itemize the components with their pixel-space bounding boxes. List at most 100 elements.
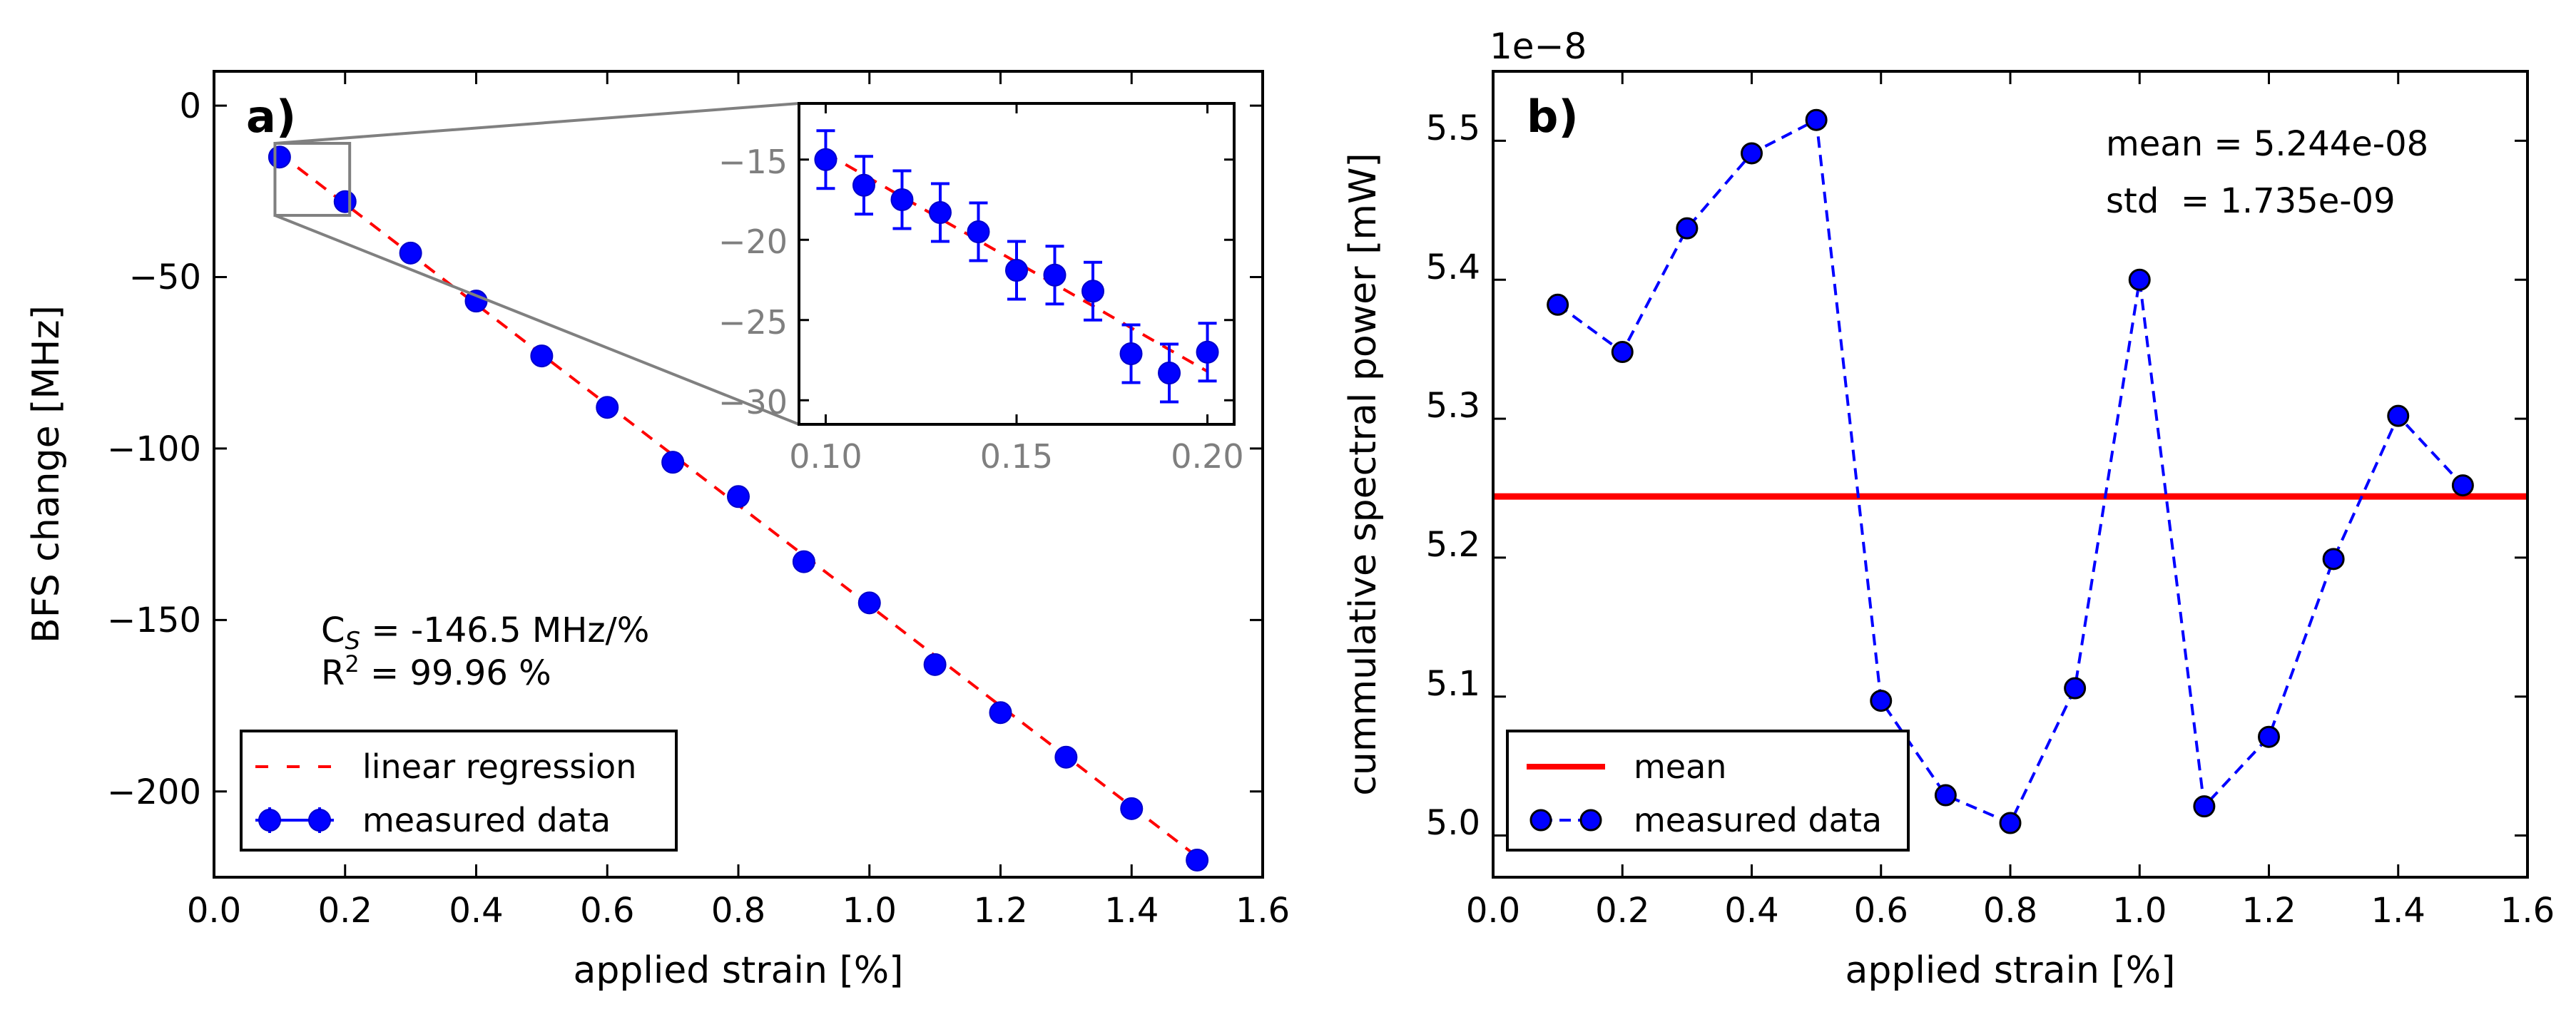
- legend-label: linear regression: [362, 747, 636, 786]
- data-point: [857, 591, 881, 615]
- x-tick-label: 0.2: [1595, 891, 1649, 931]
- legend-measured-swatch: [255, 807, 334, 833]
- legend: mean measured data: [1506, 730, 1910, 852]
- data-point: [2322, 548, 2345, 571]
- inset-data-point: [1196, 340, 1219, 364]
- x-tick-label: 1.2: [2241, 891, 2296, 931]
- inset-data-point: [852, 173, 875, 197]
- data-point: [1054, 745, 1078, 769]
- data-point: [1805, 108, 1828, 131]
- inset-data-point: [814, 148, 838, 171]
- inset-data-point: [890, 188, 914, 211]
- x-tick-label: 0.2: [318, 891, 372, 931]
- x-tick-label: 1.6: [2500, 891, 2555, 931]
- data-point: [661, 451, 685, 474]
- inset-regression-segment: [825, 152, 1208, 373]
- x-tick-label: 1.6: [1236, 891, 1290, 931]
- inset-y-tick-label: −20: [718, 223, 788, 261]
- x-tick-label: 0.8: [711, 891, 765, 931]
- data-point: [1120, 797, 1144, 820]
- data-point: [1547, 293, 1569, 316]
- y-axis-label: cummulative spectral power [mW]: [1342, 153, 1385, 795]
- fit-annotation: CS = -146.5 MHz/% R2 = 99.96 %: [321, 610, 649, 693]
- data-point: [268, 145, 291, 169]
- data-point: [1676, 217, 1699, 240]
- legend-label: measured data: [362, 801, 611, 839]
- inset-data-point: [1081, 280, 1105, 303]
- inset-x-tick-label: 0.20: [1171, 437, 1243, 476]
- data-point: [2128, 268, 2151, 291]
- data-point: [2451, 474, 2474, 497]
- x-tick-label: 1.0: [842, 891, 897, 931]
- x-tick-label: 0.6: [580, 891, 634, 931]
- inset-data-point: [967, 220, 990, 243]
- y-axis-label: BFS change [MHz]: [25, 305, 68, 643]
- y-tick-label: −150: [107, 600, 201, 640]
- inset-data-points: [814, 129, 1219, 404]
- axes-ticks: [1492, 71, 2529, 877]
- y-tick-label: 5.4: [1426, 247, 1480, 287]
- legend-label: measured data: [1634, 801, 1882, 839]
- y-tick-labels: 0 −50 −100 −150 −200: [107, 86, 201, 812]
- inset-data-point: [1119, 342, 1143, 365]
- inset-y-tick-label: −15: [718, 143, 788, 181]
- y-tick-label: −50: [129, 257, 201, 297]
- data-point: [792, 550, 815, 573]
- x-tick-label: 0.0: [187, 891, 241, 931]
- offset-text: 1e−8: [1490, 26, 1587, 67]
- inset-data-point: [1005, 259, 1028, 282]
- y-tick-label: 5.2: [1426, 525, 1480, 565]
- stats-std: std = 1.735e-09: [2106, 181, 2396, 221]
- inset-x-tick-label: 0.15: [980, 437, 1053, 476]
- x-tick-labels: 0.0 0.2 0.4 0.6 0.8 1.0 1.2 1.4 1.6: [187, 891, 1290, 931]
- inset-regression-line: [825, 152, 1208, 373]
- x-tick-label: 0.4: [1724, 891, 1778, 931]
- x-tick-label: 0.8: [1983, 891, 2037, 931]
- stats-mean: mean = 5.244e-08: [2106, 124, 2428, 164]
- r-squared: R2 = 99.96 %: [321, 650, 551, 693]
- sensitivity-coefficient: CS = -146.5 MHz/%: [321, 610, 649, 655]
- y-tick-label: −200: [107, 772, 201, 812]
- data-point: [1999, 812, 2022, 834]
- data-point: [399, 241, 422, 265]
- x-tick-label: 1.4: [1104, 891, 1159, 931]
- data-point: [530, 344, 554, 368]
- data-point: [2258, 725, 2280, 748]
- inset-x-tick-labels: 0.10 0.15 0.20: [789, 437, 1243, 476]
- stats-annotation: mean = 5.244e-08 std = 1.735e-09: [2106, 124, 2428, 221]
- panel-label: b): [1527, 91, 1579, 143]
- inset-ticks: [799, 103, 1234, 424]
- x-tick-labels: 0.0 0.2 0.4 0.6 0.8 1.0 1.2 1.4 1.6: [1466, 891, 2555, 931]
- data-point: [727, 485, 750, 508]
- zoom-connector: [274, 214, 800, 426]
- data-point: [1611, 341, 1634, 364]
- inset-data-point: [1043, 263, 1066, 287]
- panel-b-chart: b) 1e−8 applied strain [%] cummulative s…: [1342, 26, 2555, 992]
- data-point: [1934, 784, 1957, 807]
- x-axis-label: applied strain [%]: [1846, 949, 2176, 992]
- inset-zoom-chart: 0.10 0.15 0.20 −15 −20 −25 −30: [718, 102, 1244, 476]
- inset-y-tick-label: −30: [718, 383, 788, 421]
- x-tick-label: 0.6: [1854, 891, 1908, 931]
- axes-frame: [1492, 70, 2529, 879]
- zoom-indicator: [273, 102, 800, 426]
- inset-x-tick-label: 0.10: [789, 437, 862, 476]
- inset-data-point: [1158, 362, 1181, 384]
- y-tick-label: 5.1: [1426, 664, 1480, 704]
- legend-measured-swatch: [1529, 809, 1602, 832]
- panel-a-chart: a) applied strain [%] BFS change [MHz] 0…: [25, 70, 1290, 992]
- x-tick-label: 1.4: [2371, 891, 2425, 931]
- data-point: [596, 396, 619, 419]
- legend-label: mean: [1634, 747, 1726, 786]
- data-point: [923, 653, 947, 676]
- data-point: [989, 701, 1012, 725]
- y-tick-label: 5.0: [1426, 803, 1480, 843]
- y-tick-labels: 5.0 5.1 5.2 5.3 5.4 5.5: [1426, 108, 1480, 843]
- axes-frame: [213, 70, 1264, 879]
- x-tick-label: 0.4: [449, 891, 503, 931]
- inset-y-tick-labels: −15 −20 −25 −30: [718, 143, 788, 421]
- data-point: [333, 190, 357, 213]
- x-tick-label: 1.0: [2112, 891, 2167, 931]
- inset-frame: [798, 102, 1236, 426]
